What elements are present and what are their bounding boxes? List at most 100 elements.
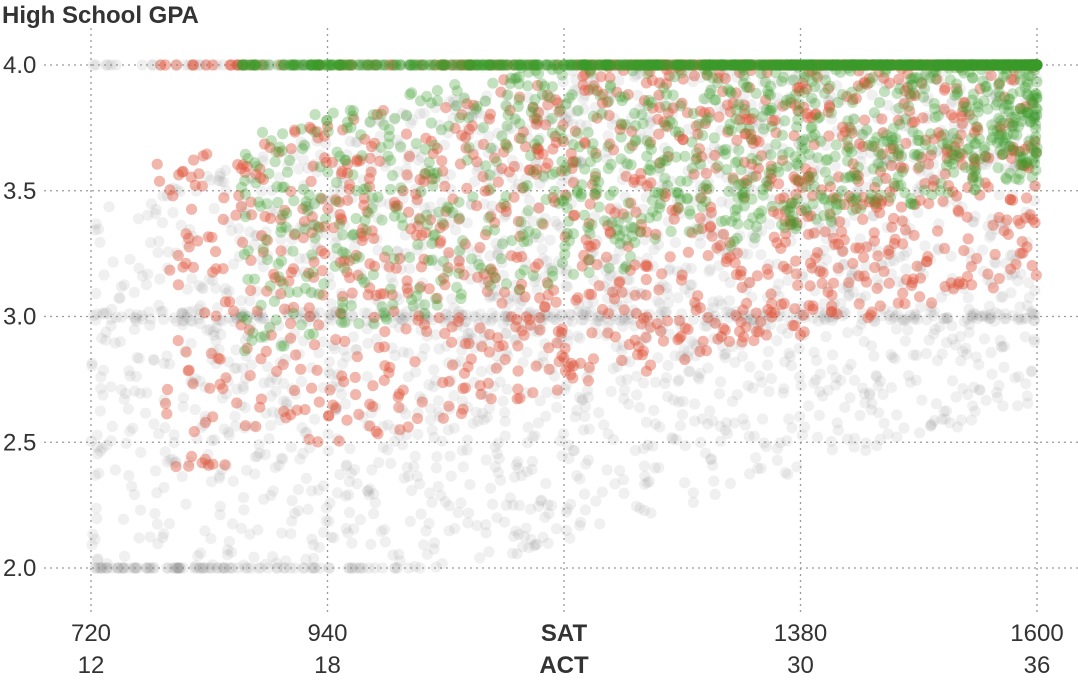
red-data-point [225,59,237,71]
gray-data-point [980,394,992,406]
gray-data-point [162,246,174,258]
red-data-point [161,383,174,396]
gray-data-point [164,454,176,466]
gray-data-point [474,308,487,320]
gray-data-point [827,240,839,252]
gray-data-point [170,247,182,259]
gray-data-point [118,562,130,574]
red-data-point [533,202,545,214]
gray-data-point [144,562,156,574]
gray-data-point [982,274,994,286]
gray-data-point [557,76,569,88]
gray-data-point [820,331,832,343]
gray-data-point [100,307,112,319]
gray-data-point [572,155,584,167]
red-data-point [313,396,325,408]
gray-data-point [517,357,529,369]
green-data-point [483,212,495,224]
gray-data-point [660,372,673,384]
gray-data-point [750,452,762,464]
red-data-point [765,288,777,300]
red-data-point [862,312,874,324]
gray-data-point [396,403,408,415]
red-data-point [755,316,767,328]
gray-data-point [703,227,715,240]
red-data-point [512,365,524,377]
gray-data-point [810,374,822,386]
gray-data-point [1014,301,1026,313]
gray-data-point [286,494,298,507]
red-data-point [170,59,183,71]
gray-data-point [299,140,311,152]
gray-data-point [277,453,289,465]
gray-data-point [860,444,872,456]
gray-data-point [391,562,403,574]
gray-data-point [679,477,691,489]
gray-data-point [301,426,313,438]
gray-data-point [695,342,708,354]
gray-data-point [535,494,548,506]
gray-data-point [1021,390,1033,402]
gray-data-point [324,368,336,380]
gray-data-point [536,243,548,255]
green-data-point [500,100,512,112]
gray-data-point [631,370,643,382]
gray-data-point [461,434,473,446]
red-data-point [303,433,315,445]
gray-data-point [242,562,254,574]
gray-data-point [97,307,109,319]
gray-data-point [444,169,456,181]
red-data-point [668,213,680,225]
red-data-point [316,265,328,277]
green-data-point [281,166,294,178]
gray-data-point [463,129,475,141]
gray-data-point [841,121,853,133]
gray-data-point [665,175,677,187]
gray-data-point [771,335,783,347]
red-data-point [277,359,289,371]
red-data-point [474,241,486,254]
red-data-point [819,226,831,238]
gray-data-point [808,346,820,358]
gray-data-point [245,562,257,574]
green-data-point [295,319,307,331]
gray-data-point [525,503,537,515]
gray-data-point [907,111,919,123]
gray-data-point [638,460,651,472]
gray-data-point [871,440,883,452]
gray-data-point [791,461,803,473]
gray-data-point [116,311,128,323]
gray-data-point [985,277,997,289]
green-data-point [925,128,937,140]
red-data-point [932,225,944,237]
gray-data-point [579,410,591,422]
gray-data-point [753,370,765,382]
gray-data-point [186,315,198,328]
gray-data-point [707,459,719,471]
gray-data-point [575,155,587,167]
gray-data-point [487,312,499,324]
gray-data-point [588,76,600,89]
red-data-point [966,279,978,291]
gray-data-point [633,103,646,115]
gray-data-point [397,439,409,451]
gray-data-point [540,410,552,422]
gray-data-point [361,420,374,432]
gray-data-point [323,515,335,527]
gray-data-point [985,311,997,323]
red-data-point [811,247,824,259]
red-data-point [583,288,595,300]
red-data-point [1030,269,1042,281]
gray-data-point [146,59,158,71]
gray-data-point [390,562,402,574]
red-data-point [961,211,973,223]
gray-data-point [716,196,728,208]
red-data-point [731,134,743,146]
gray-data-point [269,462,281,474]
red-data-point [170,461,182,473]
red-data-point [186,203,198,215]
gray-data-point [223,429,235,441]
gray-data-point [302,200,314,212]
gray-data-point [828,213,841,225]
gray-data-point [842,364,854,376]
